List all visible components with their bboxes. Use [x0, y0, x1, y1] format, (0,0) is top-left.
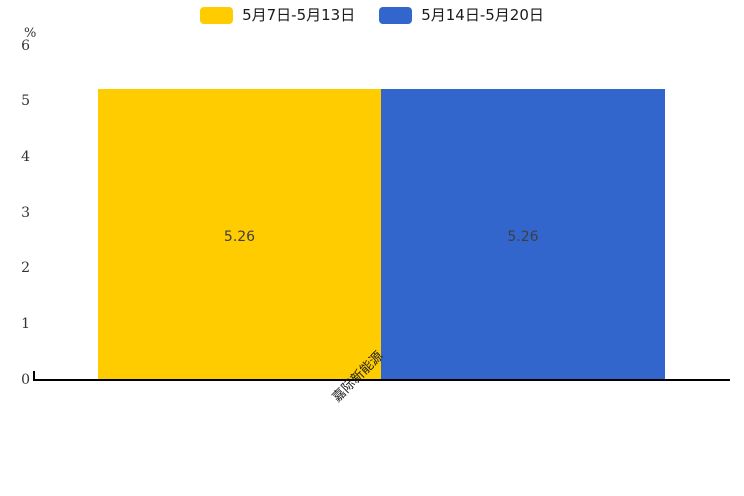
y-axis-tick-5: 5 — [21, 93, 30, 109]
y-axis-tick-3: 3 — [21, 205, 30, 221]
x-axis-origin-tick — [33, 371, 35, 380]
plot-area: 5.26 5.26 — [98, 89, 665, 379]
chart-legend: 5月7日-5月13日 5月14日-5月20日 — [0, 7, 744, 24]
y-axis-tick-2: 2 — [21, 260, 30, 276]
legend-label-series-1: 5月7日-5月13日 — [242, 6, 356, 24]
y-axis-tick-0: 0 — [21, 372, 30, 388]
y-axis-tick-1: 1 — [21, 316, 30, 332]
bar-value-label-series-2: 5.26 — [507, 229, 539, 245]
y-axis-unit-label: % — [24, 26, 37, 41]
legend-item-series-1[interactable]: 5月7日-5月13日 — [200, 7, 355, 24]
bar-series-1-嘉际新能源[interactable]: 5.26 — [98, 89, 381, 379]
y-axis-tick-6: 6 — [21, 38, 30, 54]
bar-series-2-嘉际新能源[interactable]: 5.26 — [381, 89, 665, 379]
legend-label-series-2: 5月14日-5月20日 — [421, 6, 544, 24]
bar-value-label-series-1: 5.26 — [223, 229, 256, 245]
legend-swatch-icon-series-2 — [379, 7, 413, 24]
legend-item-series-2[interactable]: 5月14日-5月20日 — [379, 7, 544, 24]
y-axis-tick-4: 4 — [21, 149, 30, 165]
x-axis-line — [33, 379, 730, 381]
legend-swatch-icon-series-1 — [200, 7, 234, 24]
